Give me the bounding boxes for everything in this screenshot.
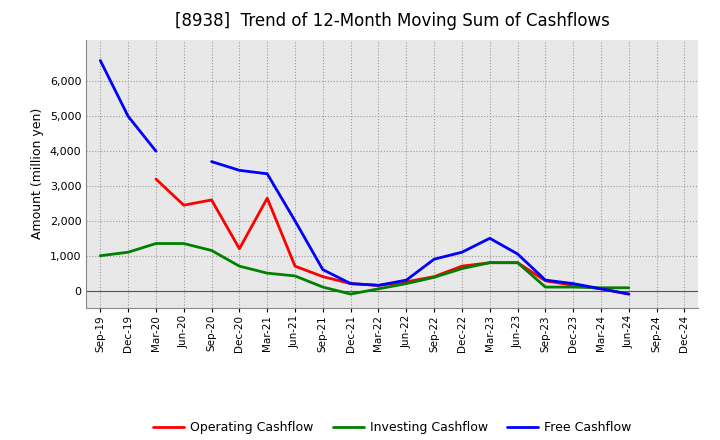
Operating Cashflow xyxy=(458,264,467,269)
Investing Cashflow xyxy=(624,285,633,290)
Free Cashflow xyxy=(458,249,467,255)
Investing Cashflow xyxy=(263,271,271,276)
Line: Free Cashflow: Free Cashflow xyxy=(100,61,629,294)
Operating Cashflow xyxy=(624,291,633,297)
Free Cashflow xyxy=(513,251,522,257)
Free Cashflow xyxy=(624,291,633,297)
Investing Cashflow xyxy=(569,284,577,290)
Operating Cashflow xyxy=(207,197,216,202)
Free Cashflow xyxy=(207,159,216,164)
Free Cashflow xyxy=(235,168,243,173)
Investing Cashflow xyxy=(152,241,161,246)
Investing Cashflow xyxy=(597,285,606,290)
Investing Cashflow xyxy=(485,260,494,265)
Operating Cashflow xyxy=(291,264,300,269)
Free Cashflow xyxy=(569,281,577,286)
Operating Cashflow xyxy=(513,260,522,265)
Operating Cashflow xyxy=(152,176,161,182)
Operating Cashflow xyxy=(374,283,383,288)
Operating Cashflow xyxy=(263,195,271,201)
Investing Cashflow xyxy=(402,281,410,286)
Investing Cashflow xyxy=(207,248,216,253)
Investing Cashflow xyxy=(179,241,188,246)
Investing Cashflow xyxy=(458,266,467,271)
Free Cashflow xyxy=(597,286,606,291)
Free Cashflow xyxy=(541,278,550,283)
Free Cashflow xyxy=(291,218,300,224)
Investing Cashflow xyxy=(374,286,383,291)
Free Cashflow xyxy=(318,267,327,272)
Investing Cashflow xyxy=(513,260,522,265)
Investing Cashflow xyxy=(124,249,132,255)
Title: [8938]  Trend of 12-Month Moving Sum of Cashflows: [8938] Trend of 12-Month Moving Sum of C… xyxy=(175,12,610,30)
Investing Cashflow xyxy=(235,264,243,269)
Operating Cashflow xyxy=(179,202,188,208)
Operating Cashflow xyxy=(541,278,550,283)
Y-axis label: Amount (million yen): Amount (million yen) xyxy=(32,108,45,239)
Free Cashflow xyxy=(346,281,355,286)
Free Cashflow xyxy=(485,236,494,241)
Investing Cashflow xyxy=(541,284,550,290)
Investing Cashflow xyxy=(96,253,104,258)
Operating Cashflow xyxy=(318,274,327,279)
Investing Cashflow xyxy=(318,284,327,290)
Line: Investing Cashflow: Investing Cashflow xyxy=(100,243,629,294)
Investing Cashflow xyxy=(430,275,438,280)
Operating Cashflow xyxy=(96,96,104,102)
Free Cashflow xyxy=(402,278,410,283)
Free Cashflow xyxy=(263,171,271,176)
Free Cashflow xyxy=(152,149,161,154)
Operating Cashflow xyxy=(402,279,410,285)
Legend: Operating Cashflow, Investing Cashflow, Free Cashflow: Operating Cashflow, Investing Cashflow, … xyxy=(148,416,636,439)
Operating Cashflow xyxy=(235,246,243,251)
Line: Operating Cashflow: Operating Cashflow xyxy=(100,99,629,294)
Free Cashflow xyxy=(96,58,104,63)
Operating Cashflow xyxy=(346,281,355,286)
Investing Cashflow xyxy=(346,291,355,297)
Operating Cashflow xyxy=(597,286,606,291)
Operating Cashflow xyxy=(430,274,438,279)
Operating Cashflow xyxy=(485,260,494,265)
Free Cashflow xyxy=(430,257,438,262)
Free Cashflow xyxy=(124,114,132,119)
Operating Cashflow xyxy=(569,283,577,288)
Free Cashflow xyxy=(374,283,383,288)
Investing Cashflow xyxy=(291,273,300,279)
